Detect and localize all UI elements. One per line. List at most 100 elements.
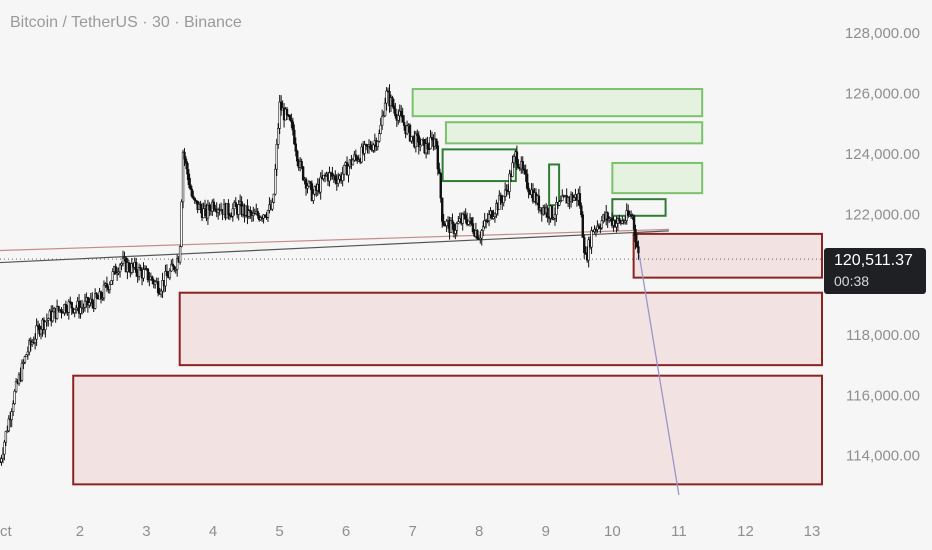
candle-body xyxy=(117,271,120,274)
current-price-badge: 120,511.37 00:38 xyxy=(824,248,926,294)
candle-body xyxy=(296,150,299,162)
candle-body xyxy=(127,262,131,271)
trendline xyxy=(0,228,669,252)
candle-body xyxy=(28,340,31,353)
candle-body xyxy=(146,268,150,281)
candle-body xyxy=(93,293,97,309)
candle-body xyxy=(23,356,27,363)
candle-body xyxy=(134,262,138,273)
candle-body xyxy=(13,390,16,404)
candle-body xyxy=(337,178,340,184)
candle-body xyxy=(181,151,185,203)
candle-body xyxy=(83,300,87,308)
candle-body xyxy=(33,338,37,343)
candle-body xyxy=(301,166,305,181)
candle-body xyxy=(427,148,431,150)
candle-body xyxy=(435,138,438,147)
candle-body xyxy=(634,229,637,243)
y-tick-label: 116,000.00 xyxy=(846,387,920,404)
candle-body xyxy=(230,215,233,218)
zones-layer xyxy=(72,88,823,486)
candle-body xyxy=(95,293,98,298)
candle-body xyxy=(234,202,237,207)
price-axis[interactable]: 128,000.00 126,000.00 124,000.00 122,000.00… xyxy=(845,25,920,464)
y-tick-label: 114,000.00 xyxy=(846,448,920,465)
candle-body xyxy=(168,270,172,279)
supply-zone xyxy=(548,163,561,207)
candle-body xyxy=(186,163,189,175)
candle-body xyxy=(600,220,604,229)
candle-body xyxy=(102,284,106,299)
candle-body xyxy=(86,297,90,306)
candle-body xyxy=(312,193,315,201)
x-tick-label: 6 xyxy=(342,523,350,540)
x-tick-label: 12 xyxy=(737,523,754,540)
candle-body xyxy=(454,230,457,234)
candle-body xyxy=(558,201,561,206)
candle-body xyxy=(467,220,470,225)
candle-body xyxy=(110,280,113,285)
candle-body xyxy=(7,418,10,432)
candle-body xyxy=(615,223,618,228)
x-tick-label: 11 xyxy=(671,523,687,540)
candle-body xyxy=(183,151,186,160)
candle-body xyxy=(524,170,527,175)
candle-body xyxy=(294,143,297,152)
candle-body xyxy=(57,305,60,311)
candle-body xyxy=(559,200,563,202)
candle-body xyxy=(331,172,334,177)
candle-body xyxy=(583,237,586,253)
candle-body xyxy=(277,128,280,145)
candle-body xyxy=(249,210,252,213)
candle-body xyxy=(553,214,557,219)
candle-body xyxy=(416,133,419,137)
candle-body xyxy=(228,214,232,217)
candle-body xyxy=(190,188,194,197)
candle-body xyxy=(114,266,117,275)
candle-body xyxy=(483,220,486,228)
candle-body xyxy=(174,268,177,271)
candle-body xyxy=(165,271,169,277)
candle-body xyxy=(288,115,292,121)
candle-body xyxy=(293,129,296,145)
time-axis[interactable]: ct 2 3 4 5 6 7 8 9 10 11 12 13 xyxy=(0,523,820,540)
candle-body xyxy=(285,108,289,116)
candle-body xyxy=(55,305,59,319)
candle-body xyxy=(400,110,403,116)
candle-body xyxy=(189,184,192,190)
candle-body xyxy=(426,143,429,149)
candle-body xyxy=(266,210,270,218)
candle-body xyxy=(420,139,423,146)
candle-body xyxy=(555,202,558,216)
candle-body xyxy=(178,246,182,263)
candle-body xyxy=(455,223,459,231)
candle-body xyxy=(120,263,123,266)
candle-body xyxy=(180,201,183,247)
candle-body xyxy=(79,307,82,314)
trendline xyxy=(0,230,669,264)
candle-body xyxy=(214,208,217,211)
candle-body xyxy=(341,173,344,181)
candle-body xyxy=(256,211,259,216)
candle-body xyxy=(274,168,277,195)
candle-body xyxy=(523,168,526,171)
y-tick-label: 118,000.00 xyxy=(846,327,920,344)
candle-body xyxy=(151,276,154,281)
candle-body xyxy=(578,193,582,207)
candle-body xyxy=(202,208,205,218)
candle-body xyxy=(354,154,358,158)
candle-body xyxy=(461,213,464,224)
candle-body xyxy=(527,187,530,193)
candle-body xyxy=(44,321,47,331)
candle-body xyxy=(159,290,163,295)
candle-body xyxy=(347,165,350,176)
x-tick-label: ct xyxy=(0,523,13,540)
candle-body xyxy=(156,281,160,294)
candle-body xyxy=(139,267,142,271)
candle-body xyxy=(369,144,372,149)
candle-body xyxy=(499,195,502,201)
candle-body xyxy=(379,124,382,134)
candle-body xyxy=(334,175,337,181)
candle-body xyxy=(88,302,91,306)
